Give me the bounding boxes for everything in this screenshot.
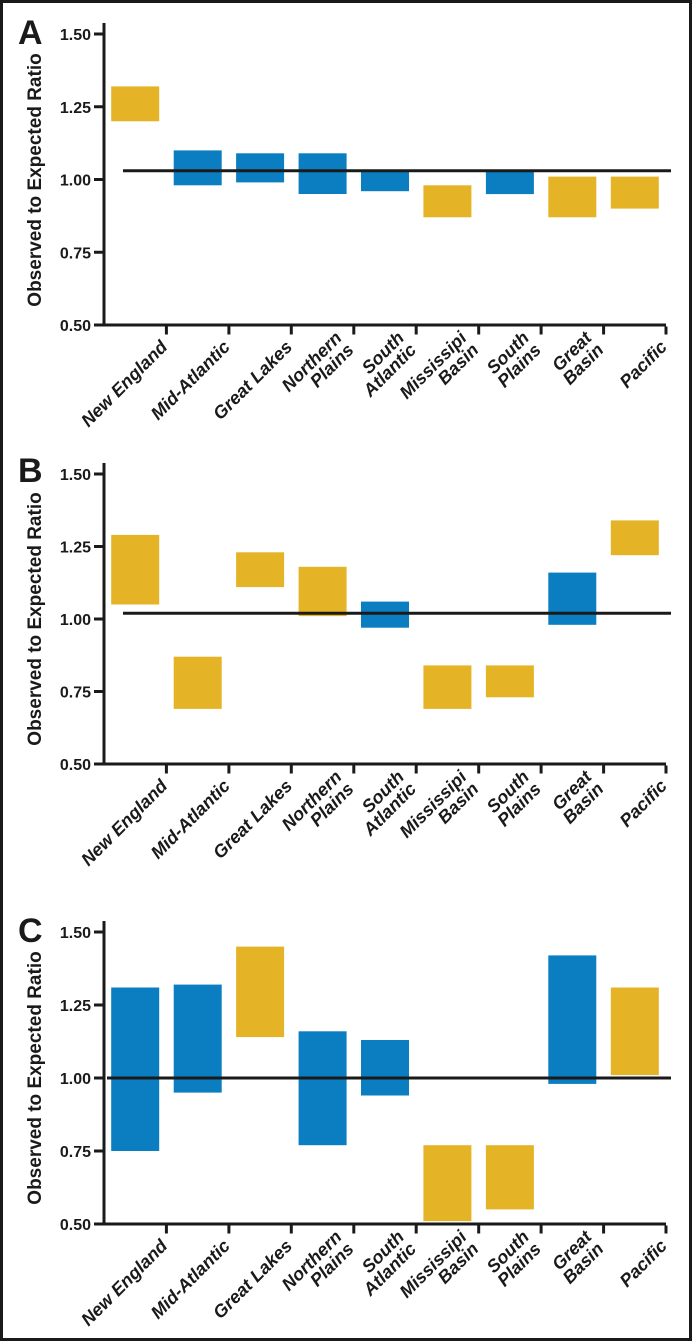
- bar-pacific: [610, 176, 659, 209]
- bar-new-england: [111, 534, 160, 605]
- category-label-mississipi-basin: MississipiBasin: [396, 766, 484, 854]
- category-label-pacific: Pacific: [616, 1236, 671, 1291]
- bar-south-plains: [485, 170, 534, 195]
- category-label-south-plains: SouthPlains: [481, 767, 545, 831]
- panel-letter: A: [18, 14, 43, 52]
- y-axis-title: Observed to Expected Ratio: [25, 53, 46, 306]
- category-label-mississipi-basin: MississipiBasin: [396, 1226, 484, 1314]
- bar-mid-atlantic: [173, 656, 222, 709]
- y-tick-label: 1.50: [60, 27, 91, 44]
- bar-new-england: [111, 86, 160, 122]
- y-tick-label: 0.50: [60, 757, 91, 774]
- y-axis-title: Observed to Expected Ratio: [25, 492, 46, 745]
- y-tick-label: 1.25: [60, 540, 91, 557]
- bar-northern-plains: [298, 1031, 347, 1146]
- bar-great-basin: [548, 955, 597, 1084]
- bar-mississipi-basin: [423, 665, 472, 709]
- y-tick-label: 0.50: [60, 318, 91, 335]
- bar-south-atlantic: [361, 1040, 409, 1096]
- y-tick-label: 1.25: [60, 100, 91, 117]
- y-tick-label: 0.75: [60, 685, 91, 702]
- bar-mid-atlantic: [173, 150, 222, 186]
- bar-south-atlantic: [361, 170, 409, 192]
- panel-letter: B: [18, 452, 43, 490]
- panel-letter: C: [18, 912, 43, 950]
- category-label-south-plains: SouthPlains: [481, 1227, 545, 1291]
- y-tick-label: 1.50: [60, 925, 91, 942]
- y-tick-label: 1.00: [60, 1071, 91, 1088]
- category-label-great-basin: GreatBasin: [547, 766, 609, 828]
- y-tick-label: 1.00: [60, 173, 91, 190]
- category-label-great-basin: GreatBasin: [547, 1226, 609, 1288]
- category-label-northern-plains: NorthernPlains: [278, 1227, 358, 1307]
- y-tick-label: 0.50: [60, 1217, 91, 1234]
- bar-south-plains: [485, 1145, 534, 1210]
- bar-great-lakes: [236, 552, 285, 588]
- category-label-pacific: Pacific: [616, 776, 671, 831]
- bar-great-lakes: [236, 946, 285, 1038]
- category-label-northern-plains: NorthernPlains: [278, 328, 358, 408]
- bar-mississipi-basin: [423, 185, 472, 218]
- y-tick-label: 0.75: [60, 1144, 91, 1161]
- bar-northern-plains: [298, 153, 347, 194]
- panel-a: 0.50 0.75 1.00 1.25 1.50 New England Mid-Atlan…: [3, 3, 689, 448]
- bar-pacific: [610, 987, 659, 1076]
- bar-new-england: [111, 987, 160, 1151]
- bar-mississipi-basin: [423, 1145, 472, 1222]
- y-tick-label: 1.00: [60, 612, 91, 629]
- y-tick-label: 1.50: [60, 467, 91, 484]
- bar-great-lakes: [236, 153, 285, 183]
- bar-northern-plains: [298, 566, 347, 617]
- bar-great-basin: [548, 176, 597, 218]
- bar-mid-atlantic: [173, 984, 222, 1093]
- category-label-mississipi-basin: MississipiBasin: [396, 327, 484, 415]
- panel-b: 0.50 0.75 1.00 1.25 1.50 New England Mid-Atlan…: [3, 448, 689, 893]
- category-label-pacific: Pacific: [616, 337, 671, 392]
- bar-great-basin: [548, 572, 597, 625]
- category-label-great-basin: GreatBasin: [547, 327, 609, 389]
- category-label-northern-plains: NorthernPlains: [278, 767, 358, 847]
- bar-pacific: [610, 520, 659, 556]
- bar-south-plains: [485, 665, 534, 698]
- y-axis-title: Observed to Expected Ratio: [25, 951, 46, 1204]
- y-tick-label: 0.75: [60, 245, 91, 262]
- y-tick-label: 1.25: [60, 998, 91, 1015]
- panel-c: 0.50 0.75 1.00 1.25 1.50 New England Mid-Atlan…: [3, 893, 689, 1338]
- category-label-south-plains: SouthPlains: [481, 328, 545, 392]
